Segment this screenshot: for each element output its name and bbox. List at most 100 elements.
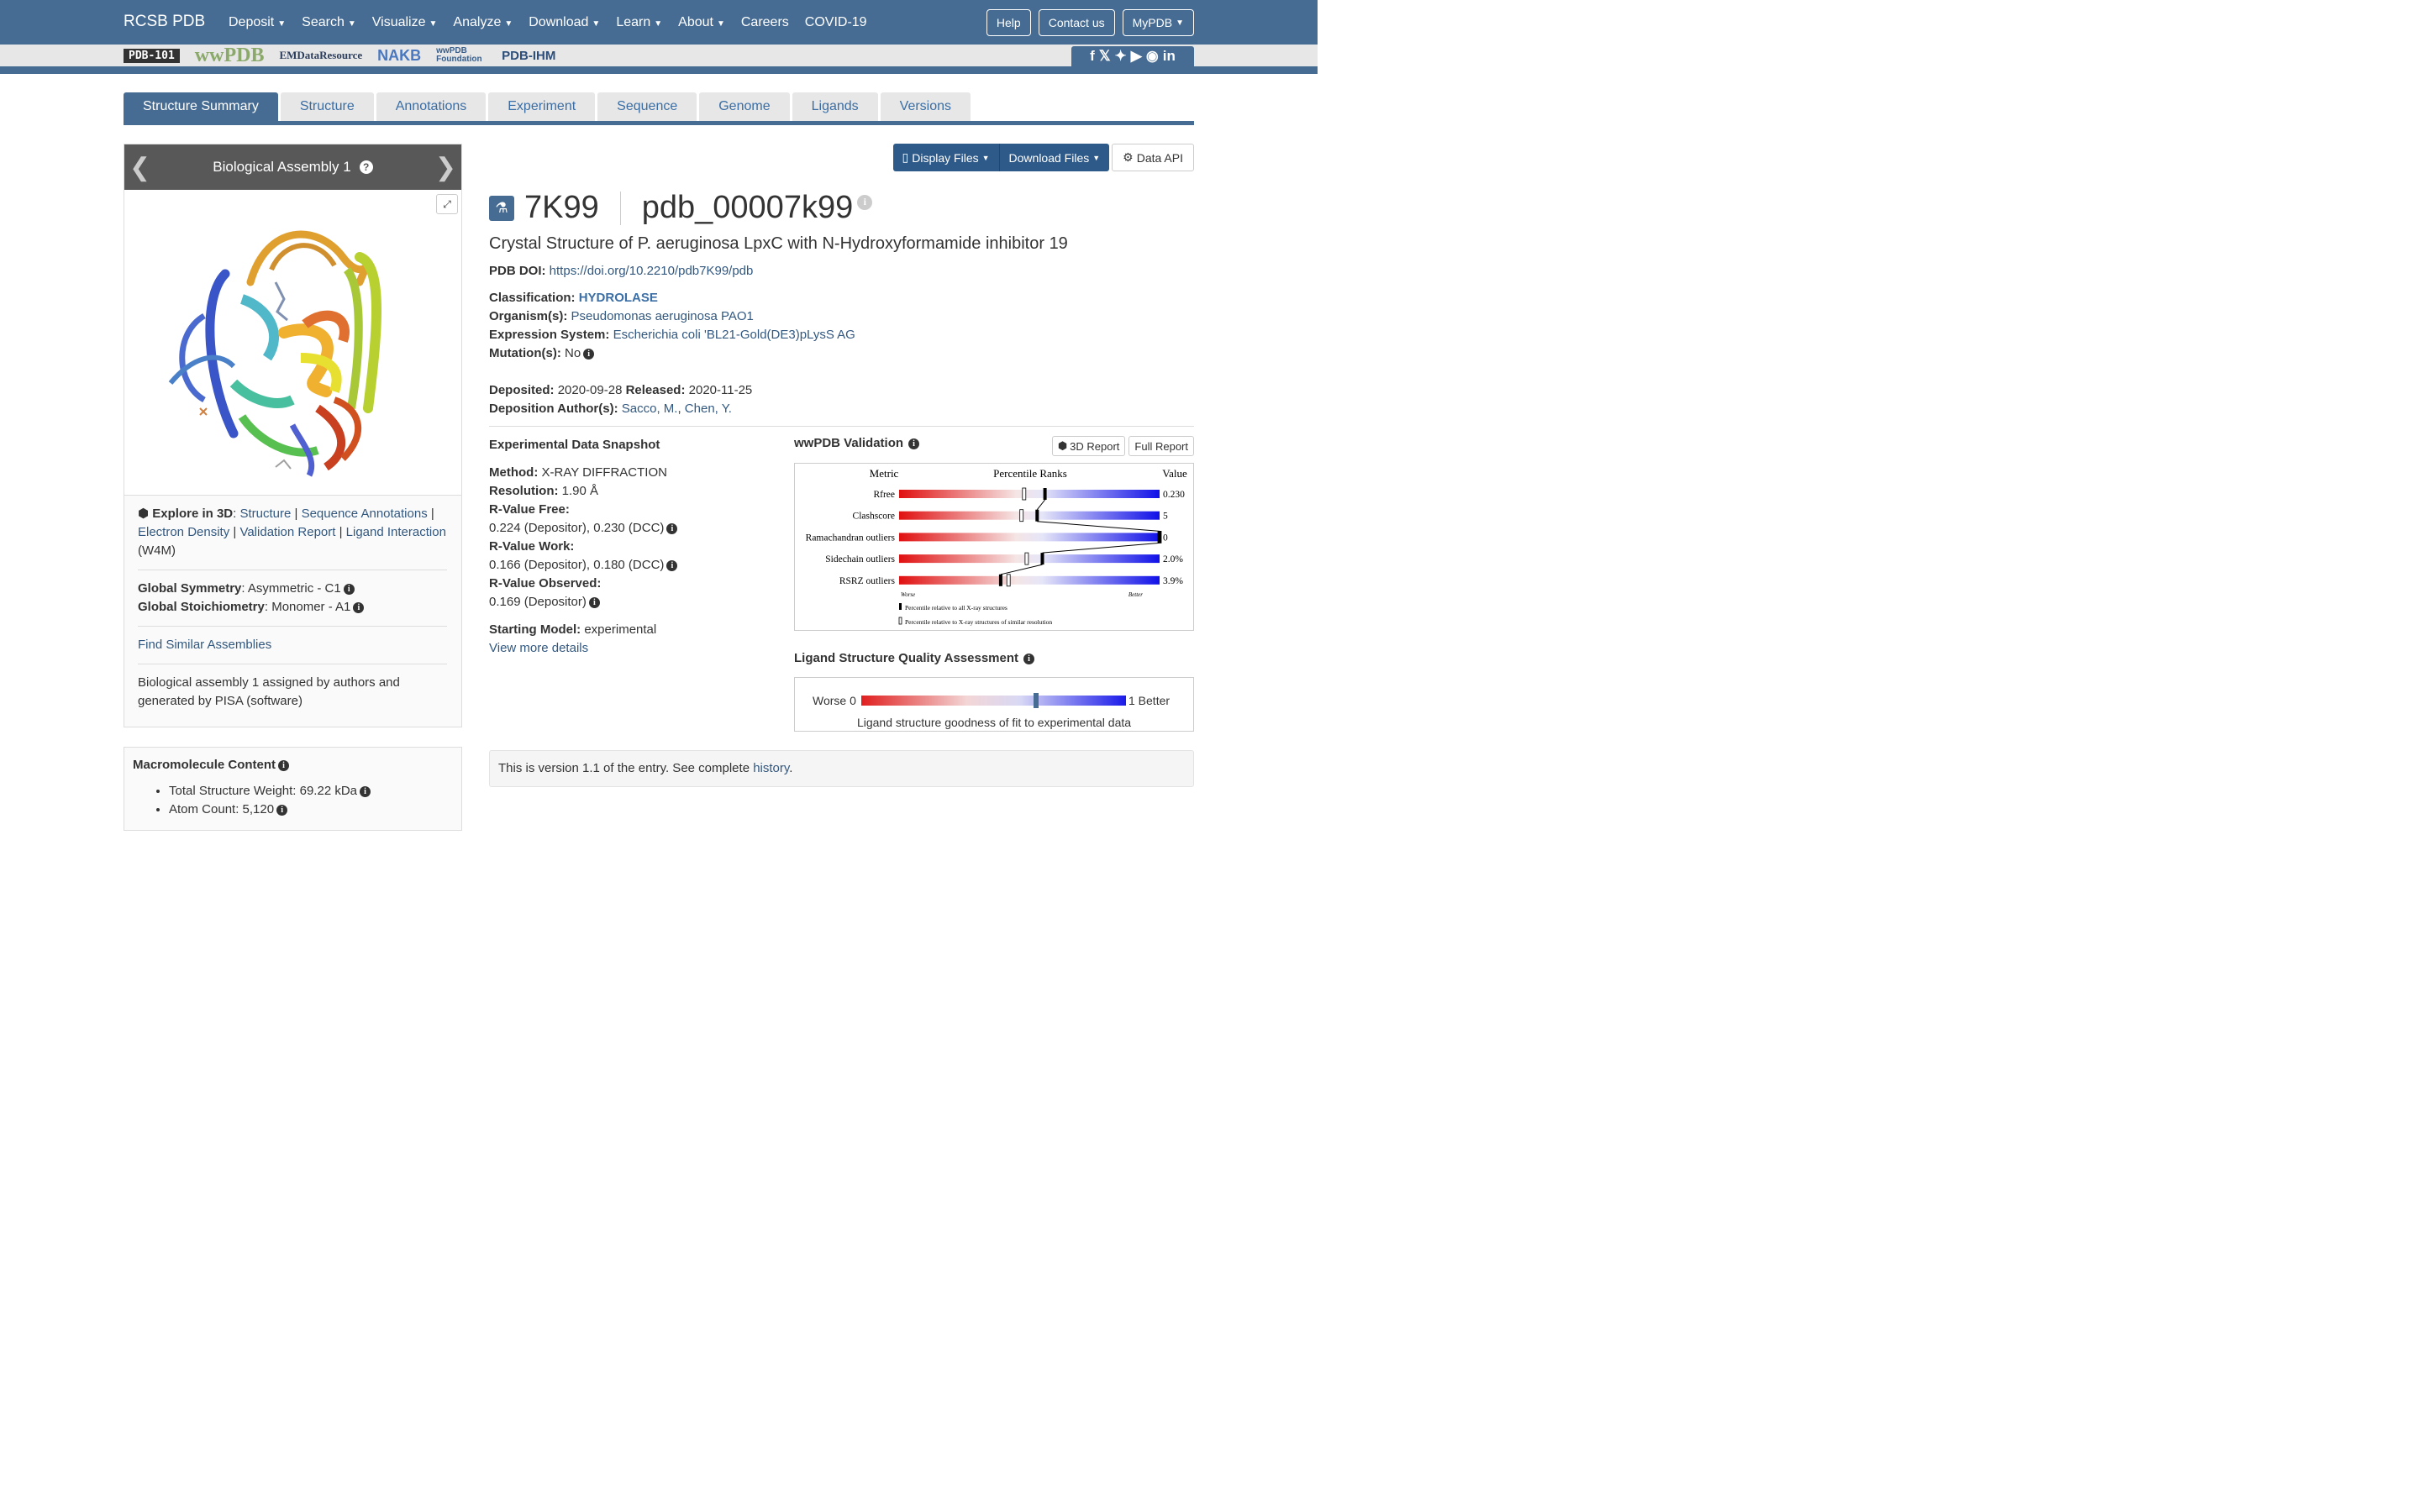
expand-icon[interactable]: ⤢ — [436, 194, 458, 214]
assembly-note: Biological assembly 1 assigned by author… — [138, 675, 400, 708]
expression-system-link[interactable]: Escherichia coli 'BL21-Gold(DE3)pLysS AG — [613, 328, 855, 342]
metric-value: 0 — [1163, 533, 1168, 543]
info-icon[interactable]: i — [278, 760, 290, 771]
pdb-ihm-logo[interactable]: PDB-IHM — [502, 48, 556, 63]
emdataresource-logo[interactable]: EMDataResource — [279, 49, 363, 61]
find-similar-assemblies-link[interactable]: Find Similar Assemblies — [138, 638, 272, 652]
youtube-icon[interactable]: ▶ — [1130, 48, 1142, 64]
validation-header: wwPDB Validation i ⬢ 3D Report Full Report — [794, 436, 1194, 456]
info-icon[interactable]: i — [583, 349, 595, 360]
history-link[interactable]: history — [753, 761, 790, 775]
col-value: Value — [1162, 467, 1187, 480]
assembly-details: ⬢ Explore in 3D: Structure | Sequence An… — [124, 496, 461, 711]
mypdb-button[interactable]: MyPDB ▼ — [1122, 9, 1194, 36]
metric-label: Ramachandran outliers — [806, 533, 896, 543]
file-buttons: ▯ Display Files ▼ Download Files ▼ ⚙ Data AP… — [892, 144, 1194, 171]
full-report-button[interactable]: Full Report — [1128, 436, 1194, 456]
menu-deposit[interactable]: Deposit ▼ — [229, 15, 287, 29]
facebook-icon[interactable]: f — [1090, 48, 1095, 64]
main-menu: Deposit ▼ Search ▼ Visualize ▼ Analyze ▼ Dow… — [229, 15, 867, 30]
menu-about[interactable]: About ▼ — [678, 15, 725, 29]
file-button-group: ▯ Display Files ▼ Download Files ▼ — [892, 144, 1110, 171]
menu-search[interactable]: Search ▼ — [302, 15, 356, 29]
pdb101-logo[interactable]: PDB-101 — [124, 48, 180, 63]
info-icon[interactable]: i — [666, 560, 678, 571]
brand-logo[interactable]: RCSB PDB — [124, 13, 206, 30]
ligand-quality-box[interactable]: Worse 0 1 Better Ligand structure goodne… — [794, 677, 1194, 732]
linkedin-icon[interactable]: in — [1162, 48, 1176, 64]
menu-careers[interactable]: Careers — [740, 15, 789, 29]
caret-down-icon: ▼ — [592, 19, 601, 29]
explore-structure-link[interactable]: Structure — [239, 507, 292, 521]
wwpdb-foundation-logo[interactable]: wwPDB Foundation — [436, 46, 482, 64]
info-icon[interactable]: i — [353, 602, 365, 613]
info-icon[interactable]: i — [343, 584, 355, 595]
info-icon[interactable]: i — [857, 194, 873, 210]
info-icon[interactable]: i — [666, 523, 678, 534]
doi-link[interactable]: https://doi.org/10.2210/pdb7K99/pdb — [549, 264, 754, 278]
explore-validation-link[interactable]: Validation Report — [239, 525, 336, 539]
help-button[interactable]: Help — [986, 9, 1031, 36]
explore-density-link[interactable]: Electron Density — [138, 525, 230, 539]
all-structures-marker — [1158, 531, 1161, 543]
info-icon[interactable]: i — [588, 597, 600, 608]
extended-pdb-id: pdb_00007k99 — [641, 190, 854, 225]
explore-3d: ⬢ Explore in 3D: Structure | Sequence An… — [138, 507, 446, 558]
chevron-left-icon[interactable]: ❮ — [129, 154, 151, 181]
display-files-button[interactable]: ▯ Display Files ▼ — [893, 144, 1000, 171]
tab-annotations[interactable]: Annotations — [376, 92, 487, 121]
help-icon[interactable]: ? — [359, 160, 373, 174]
cube-icon: ⬢ — [138, 507, 150, 521]
info-icon[interactable]: i — [276, 805, 288, 816]
classification-link[interactable]: HYDROLASE — [578, 291, 658, 305]
wwpdb-logo[interactable]: wwPDB — [194, 44, 265, 66]
x-twitter-icon[interactable]: 𝕏 — [1098, 48, 1111, 64]
nakb-logo[interactable]: NAKB — [377, 46, 422, 64]
author-link[interactable]: Sacco, M. — [621, 402, 678, 416]
data-api-button[interactable]: ⚙ Data API — [1112, 144, 1194, 171]
bluesky-icon[interactable]: ✦ — [1114, 48, 1127, 64]
tab-ligands[interactable]: Ligands — [792, 92, 878, 121]
metric-value: 3.9% — [1163, 576, 1183, 586]
tab-sequence[interactable]: Sequence — [597, 92, 697, 121]
info-icon[interactable]: i — [908, 438, 920, 449]
tab-structure-summary[interactable]: Structure Summary — [124, 92, 278, 121]
explore-ligand-link[interactable]: Ligand Interaction — [345, 525, 446, 539]
3d-report-button[interactable]: ⬢ 3D Report — [1051, 436, 1126, 456]
tab-genome[interactable]: Genome — [699, 92, 790, 121]
protein-structure-image — [168, 230, 381, 477]
menu-analyze[interactable]: Analyze ▼ — [453, 15, 513, 29]
organism-link[interactable]: Pseudomonas aeruginosa PAO1 — [571, 309, 754, 323]
chevron-right-icon[interactable]: ❯ — [434, 154, 456, 181]
worse-label: Worse — [901, 591, 915, 598]
legend-sim-swatch — [898, 617, 902, 625]
tab-experiment[interactable]: Experiment — [488, 92, 596, 121]
ligand-quality-marker — [1034, 693, 1039, 708]
menu-visualize[interactable]: Visualize ▼ — [371, 15, 438, 29]
view-more-details-link[interactable]: View more details — [489, 641, 589, 655]
menu-download[interactable]: Download ▼ — [529, 15, 601, 29]
info-icon[interactable]: i — [1023, 654, 1035, 664]
validation-slider-graphic[interactable]: Metric Percentile Ranks Value Rfree 0.230… — [794, 463, 1194, 631]
github-icon[interactable]: ◉ — [1145, 48, 1159, 64]
global-symmetry: Global Symmetry: Asymmetric - C1 i — [138, 580, 447, 598]
contact-button[interactable]: Contact us — [1038, 9, 1115, 36]
caret-down-icon: ▼ — [981, 153, 990, 162]
menu-covid[interactable]: COVID-19 — [804, 15, 867, 29]
molecule-viewer[interactable]: ⤢ — [124, 190, 461, 496]
info-icon[interactable]: i — [360, 786, 371, 797]
explore-sequence-link[interactable]: Sequence Annotations — [301, 507, 428, 521]
download-files-button[interactable]: Download Files ▼ — [1008, 150, 1101, 165]
metric-value: 0.230 — [1163, 490, 1185, 500]
author-link[interactable]: Chen, Y. — [684, 402, 732, 416]
menu-learn[interactable]: Learn ▼ — [616, 15, 663, 29]
percentile-connector — [1000, 564, 1043, 575]
tab-versions[interactable]: Versions — [880, 92, 971, 121]
col-metric: Metric — [870, 467, 899, 480]
tab-structure[interactable]: Structure — [280, 92, 374, 121]
legend-all-swatch — [899, 603, 902, 610]
percentile-bar — [899, 490, 1160, 498]
percentile-connector — [1036, 499, 1045, 511]
gear-icon: ⚙ — [1123, 150, 1134, 164]
